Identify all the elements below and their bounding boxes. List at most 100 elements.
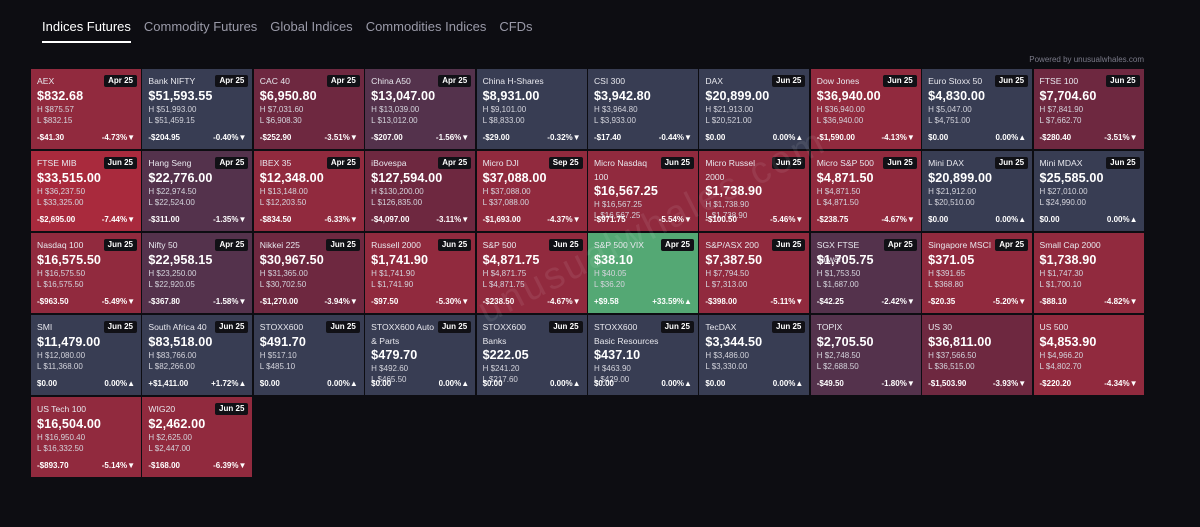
index-tile[interactable]: SMI Jun 25 $11,479.00 H $12,080.00 L $11,368… [31,315,141,395]
change-percent: 0.00%▲ [772,379,804,388]
index-tile[interactable]: US 30 $36,811.00 H $37,566.50 L $36,515.00 -… [922,315,1033,395]
index-tile[interactable]: Mini DAX Jun 25 $20,899.00 H $21,912.00 L $2… [922,151,1033,231]
index-tile[interactable]: CAC 40 Apr 25 $6,950.80 H $7,031.60 L $6,908… [253,69,364,149]
low-price: L $36,515.00 [928,362,975,371]
tab-global-indices[interactable]: Global Indices [270,19,353,34]
index-tile[interactable]: Micro Russel 2000 Jun 25 $1,738.90 H $1,738… [699,151,810,231]
change-percent: -0.32%▼ [547,133,581,142]
price-block: $7,704.60 H $7,841.90 L $7,662.70 [1040,89,1138,126]
index-tile[interactable]: Euro Stoxx 50 Jun 25 $4,830.00 H $5,047.00 L… [922,69,1033,149]
change-row: $0.00 0.00%▲ [594,379,692,388]
index-tile[interactable]: China H-Shares $8,931.00 H $9,101.00 L $8,8… [476,69,587,149]
high-price: H $36,237.50 [37,187,86,196]
change-value: -$971.75 [593,215,626,224]
index-tile[interactable]: FTSE 100 Jun 25 $7,704.60 H $7,841.90 L $7,6… [1033,69,1144,149]
index-tile[interactable]: TecDAX Jun 25 $3,344.50 H $3,486.00 L $3,330… [699,315,810,395]
price-block: $16,504.00 H $16,950.40 L $16,332.50 [37,417,135,454]
index-tile[interactable]: CSI 300 $3,942.80 H $3,964.80 L $3,933.00 -$… [587,69,698,149]
index-tile[interactable]: Russell 2000 Jun 25 $1,741.90 H $1,741.90 L … [365,233,476,313]
index-tile[interactable]: IBEX 35 Apr 25 $12,348.00 H $13,148.00 L $12… [253,151,364,231]
index-tile[interactable]: TOPIX $2,705.50 H $2,748.50 L $2,688.50 -$49… [810,315,921,395]
high-price: H $1,753.50 [816,269,861,278]
tab-cfds[interactable]: CFDs [499,19,533,34]
index-tile[interactable]: STOXX600 Jun 25 $491.70 H $517.10 L $485.10 $… [253,315,364,395]
index-tile[interactable]: Micro Nasdaq 100 Jun 25 $16,567.25 H $16,56… [587,151,698,231]
index-tile[interactable]: S&P 500 VIX Apr 25 $38.10 H $40.05 L $36.20 +… [587,233,698,313]
index-tile[interactable]: US Tech 100 $16,504.00 H $16,950.40 L $16,3… [31,397,141,477]
index-tile[interactable]: STOXX600 Auto & Parts Jun 25 $479.70 H $492… [365,315,476,395]
index-tile[interactable]: Nasdaq 100 Jun 25 $16,575.50 H $16,575.50 L … [31,233,141,313]
tile-name: S&P 500 VIX [593,240,644,250]
change-value: -$367.80 [148,297,180,306]
last-price: $1,705.75 [816,253,874,267]
high-price: H $16,950.40 [37,433,86,442]
index-tile[interactable]: Singapore MSCI Apr 25 $371.05 H $391.65 L $3… [922,233,1033,313]
high-price: H $5,047.00 [928,105,972,114]
low-price: L $24,990.00 [1039,198,1086,207]
low-price: L $36.20 [593,280,625,289]
expiry-badge: Jun 25 [103,239,137,251]
tile-name: SMI [37,322,53,332]
change-percent: 0.00%▲ [772,133,804,142]
price-block: $83,518.00 H $83,766.00 L $82,266.00 [148,335,246,372]
change-percent: -2.42%▼ [881,297,915,306]
change-row: -$1,503.90 -3.93%▼ [928,379,1026,388]
change-row: -$168.00 -6.39%▼ [148,461,246,470]
last-price: $2,705.50 [816,335,874,349]
index-tile[interactable]: Bank NIFTY Apr 25 $51,593.55 H $51,993.00 L … [142,69,253,149]
tab-indices-futures[interactable]: Indices Futures [42,19,131,43]
high-price: H $1,741.90 [371,269,415,278]
change-value: $0.00 [371,379,392,388]
index-tile[interactable]: Nifty 50 Apr 25 $22,958.15 H $23,250.00 L $2… [142,233,253,313]
index-tile[interactable]: S&P 500 Jun 25 $4,871.75 H $4,871.75 L $4,87… [476,233,587,313]
index-tile[interactable]: South Africa 40 Jun 25 $83,518.00 H $83,766… [142,315,253,395]
index-tile[interactable]: WIG20 Jun 25 $2,462.00 H $2,625.00 L $2,447.… [142,397,253,477]
tile-name: S&P 500 [482,240,517,250]
index-tile[interactable]: FTSE MIB Jun 25 $33,515.00 H $36,237.50 L $3… [31,151,141,231]
low-price: L $1,738.90 [705,211,748,220]
last-price: $4,830.00 [928,89,986,103]
index-tile[interactable]: iBovespa Apr 25 $127,594.00 H $130,200.00 L … [365,151,476,231]
index-tile[interactable]: Small Cap 2000 $1,738.90 H $1,747.30 L $1,7… [1033,233,1144,313]
high-price: H $1,738.90 [705,200,749,209]
tile-name: China A50 [371,76,411,86]
index-tile[interactable]: STOXX600 Banks Jun 25 $222.05 H $241.20 L $2… [476,315,587,395]
price-block: $12,348.00 H $13,148.00 L $12,203.50 [260,171,358,208]
tab-commodity-futures[interactable]: Commodity Futures [143,19,258,34]
last-price: $16,575.50 [37,253,102,267]
index-tile[interactable]: Hang Seng Apr 25 $22,776.00 H $22,974.50 L $… [142,151,253,231]
tile-name: STOXX600 Auto & Parts [371,322,435,346]
index-tile[interactable]: US 500 $4,853.90 H $4,966.20 L $4,802.70 -$2… [1033,315,1144,395]
tab-commodities-indices[interactable]: Commodities Indices [365,19,487,34]
change-value: -$238.50 [482,297,515,306]
index-tile[interactable]: Micro S&P 500 Jun 25 $4,871.50 H $4,871.50 L… [810,151,921,231]
index-tile[interactable]: SGX FTSE Taiwan Apr 25 $1,705.75 H $1,753.5… [810,233,921,313]
high-price: H $31,365.00 [259,269,308,278]
index-tile[interactable]: Dow Jones Jun 25 $36,940.00 H $36,940.00 L $… [810,69,921,149]
last-price: $38.10 [593,253,634,267]
expiry-badge: Jun 25 [326,321,360,333]
high-price: H $517.10 [259,351,297,360]
low-price: L $12,203.50 [259,198,307,207]
tile-name: TOPIX [816,322,843,332]
index-tile[interactable]: China A50 Apr 25 $13,047.00 H $13,039.00 L $… [365,69,476,149]
index-tile[interactable]: Mini MDAX Jun 25 $25,585.00 H $27,010.00 L $… [1033,151,1144,231]
tile-name: AEX [37,76,55,86]
change-percent: -3.11%▼ [436,215,470,224]
powered-by-link[interactable]: Powered by unusualwhales.com [1029,55,1144,64]
change-percent: -3.93%▼ [992,379,1027,388]
change-value: -$29.00 [482,133,510,142]
last-price: $51,593.55 [148,89,213,103]
index-tile[interactable]: AEX Apr 25 $832.68 H $875.57 L $832.15 -$41.3… [31,69,141,149]
high-price: H $22,974.50 [148,187,197,196]
high-price: H $51,993.00 [148,105,197,114]
low-price: L $1,687.00 [816,280,859,289]
index-tile[interactable]: S&P/ASX 200 Jun 25 $7,387.50 H $7,794.50 L $… [699,233,810,313]
index-tile[interactable]: STOXX600 Basic Resources Jun 25 $437.10 H $… [587,315,698,395]
index-tile[interactable]: Nikkei 225 Jun 25 $30,967.50 H $31,365.00 L … [253,233,364,313]
change-row: -$963.50 -5.49%▼ [37,297,135,306]
change-value: -$311.00 [148,215,180,224]
index-tile[interactable]: Micro DJI Sep 25 $37,088.00 H $37,088.00 L $… [476,151,587,231]
change-percent: 0.00%▲ [104,379,135,388]
index-tile[interactable]: DAX Jun 25 $20,899.00 H $21,913.00 L $20,521… [699,69,810,149]
